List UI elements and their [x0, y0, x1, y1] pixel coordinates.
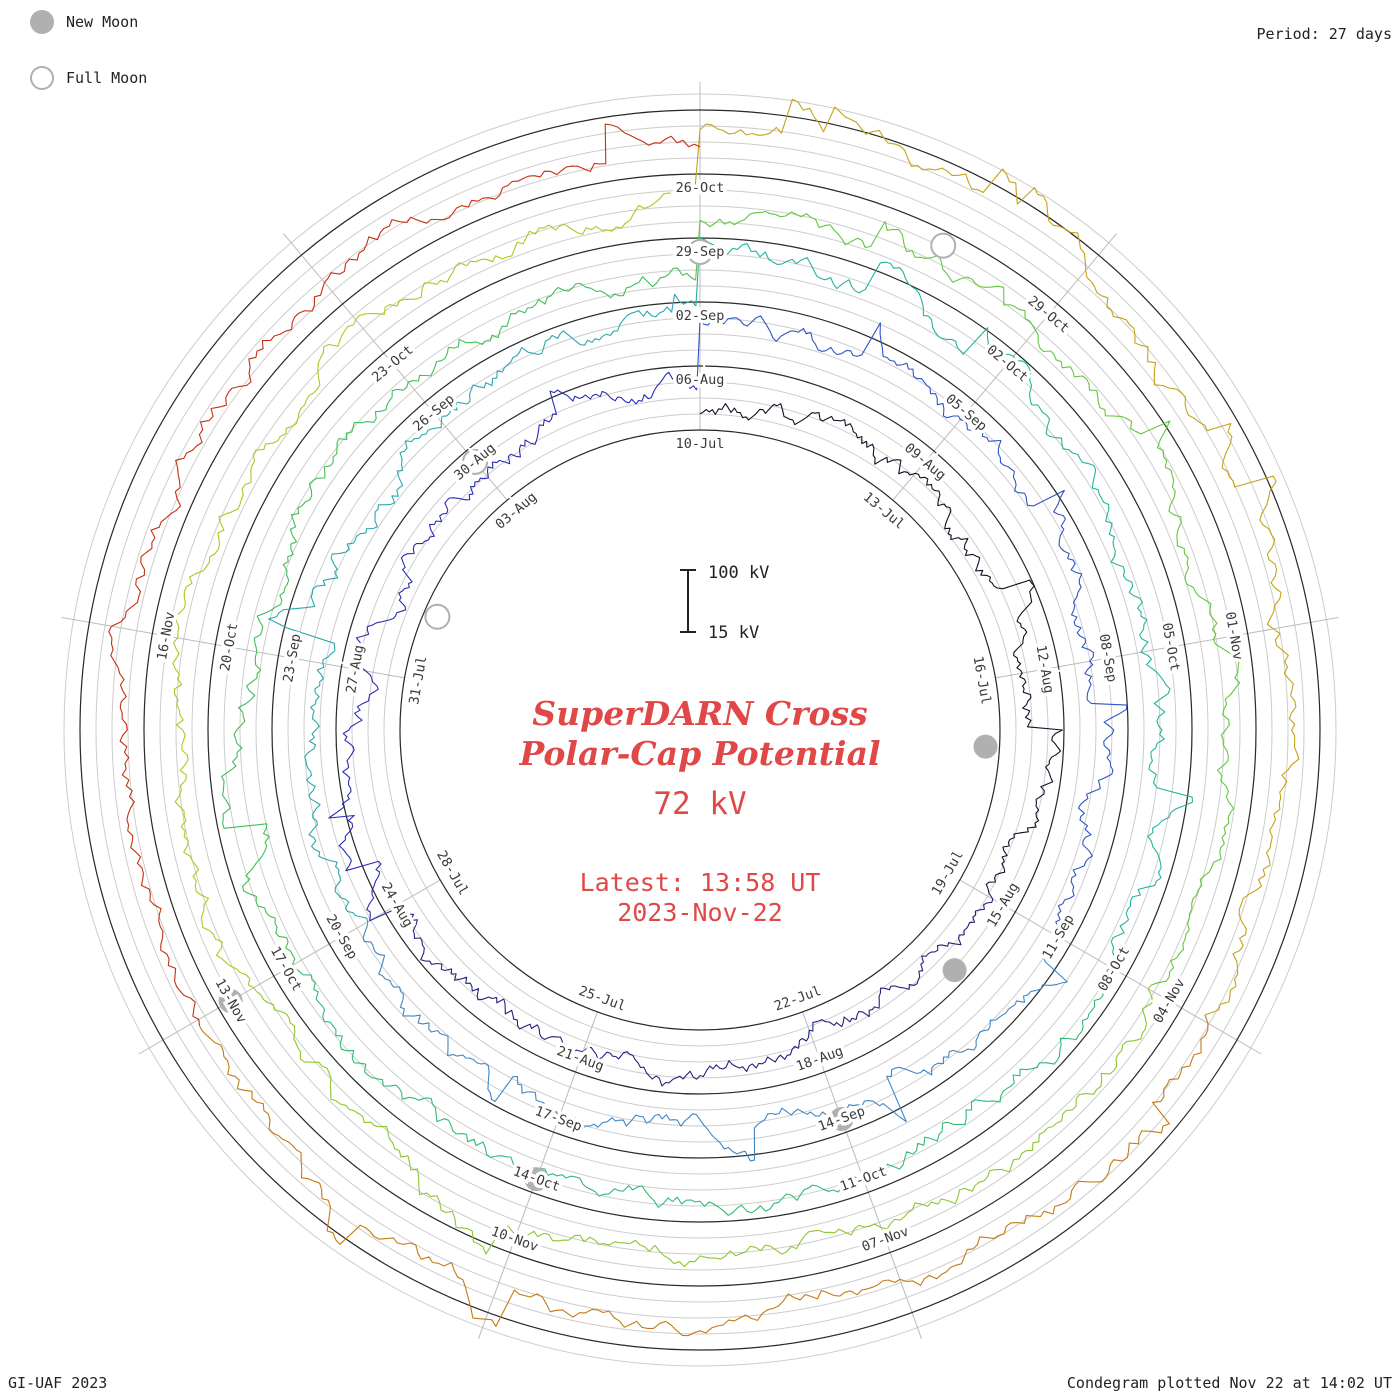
date-label: 10-Jul [676, 436, 725, 452]
date-label: 03-Aug [492, 489, 540, 533]
date-label: 28-Jul [433, 848, 471, 898]
plotted-label: Condegram plotted Nov 22 at 14:02 UT [1066, 1374, 1392, 1392]
date-label: 13-Nov [211, 976, 249, 1026]
date-label: 31-Jul [406, 655, 430, 706]
scale-bar: 100 kV 15 kV [680, 563, 769, 643]
date-label: 11-Oct [838, 1163, 889, 1195]
date-label: 23-Oct [369, 342, 417, 386]
potential-trace [108, 98, 1300, 1337]
date-label: 29-Oct [1025, 293, 1073, 337]
date-label: 29-Sep [676, 244, 725, 260]
period-label: Period: 27 days [1256, 25, 1392, 43]
date-label: 16-Jul [970, 655, 994, 706]
credit-label: GI-UAF 2023 [8, 1374, 108, 1392]
date-label: 11-Sep [1039, 912, 1077, 962]
new-moon-icon [30, 10, 54, 34]
date-label: 08-Sep [1096, 633, 1120, 684]
date-label: 26-Oct [676, 180, 725, 196]
date-label: 15-Aug [984, 880, 1022, 930]
date-label: 18-Aug [794, 1043, 845, 1075]
new-moon-label: New Moon [66, 13, 139, 31]
ring-boundaries [79, 109, 1321, 1351]
date-label: 30-Aug [451, 440, 499, 484]
date-label: 20-Oct [217, 622, 241, 673]
legend: New Moon Full Moon [30, 10, 147, 90]
date-label: 02-Oct [983, 342, 1031, 386]
date-label: 06-Aug [676, 372, 725, 388]
date-label: 17-Oct [267, 944, 305, 994]
date-label: 10-Nov [489, 1223, 540, 1255]
date-label: 20-Sep [322, 912, 360, 962]
date-label: 05-Sep [942, 391, 990, 435]
moon-markers [218, 232, 998, 1192]
date-label: 22-Jul [772, 983, 823, 1015]
date-label: 02-Sep [676, 308, 725, 324]
date-label: 01-Nov [1222, 610, 1246, 661]
date-label: 08-Oct [1095, 944, 1133, 994]
date-label: 17-Sep [533, 1103, 584, 1135]
date-label: 24-Aug [378, 880, 416, 930]
chart-title-line2: Polar-Cap Potential [519, 734, 881, 773]
latest-block: Latest: 13:58 UT 2023-Nov-22 [519, 868, 880, 928]
current-value: 72 kV [653, 786, 747, 822]
scale-min-label: 15 kV [708, 623, 759, 643]
date-label: 25-Jul [577, 983, 628, 1015]
date-label: 19-Jul [929, 848, 967, 898]
date-label: 23-Sep [280, 633, 304, 684]
full-moon-label: Full Moon [66, 69, 148, 87]
scale-max-label: 100 kV [708, 563, 769, 583]
latest-time: Latest: 13:58 UT [579, 868, 821, 897]
center-block: SuperDARN Cross Polar-Cap Potential 72 k… [519, 694, 880, 928]
full-moon-icon [30, 66, 54, 90]
date-label: 05-Oct [1159, 622, 1183, 673]
chart-title-line1: SuperDARN Cross [532, 694, 868, 733]
date-label: 16-Nov [154, 610, 178, 661]
date-label: 13-Jul [860, 489, 908, 533]
latest-date: 2023-Nov-22 [617, 898, 783, 927]
date-label: 12-Aug [1033, 644, 1057, 695]
date-label: 21-Aug [555, 1043, 606, 1075]
